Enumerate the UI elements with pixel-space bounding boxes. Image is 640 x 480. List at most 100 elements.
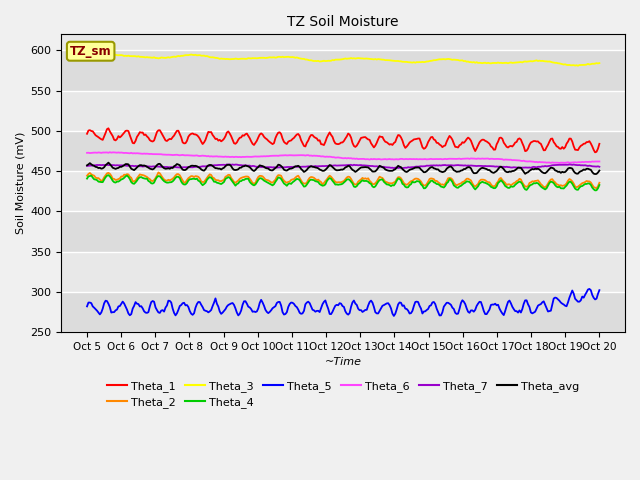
Theta_6 — [255, 154, 262, 159]
Theta_2 — [237, 175, 245, 181]
Theta_6 — [147, 151, 155, 157]
Theta_2 — [568, 179, 576, 184]
Theta_3 — [568, 62, 576, 68]
Theta_1 — [237, 134, 245, 140]
Theta_5 — [596, 288, 604, 293]
Bar — [61, 211, 625, 252]
Theta_2 — [263, 177, 271, 183]
Theta_5 — [262, 307, 269, 312]
Theta_6 — [596, 158, 604, 164]
Y-axis label: Soil Moisture (mV): Soil Moisture (mV) — [15, 132, 25, 234]
Theta_2 — [146, 176, 154, 182]
Theta_5 — [586, 286, 593, 292]
Theta_1 — [596, 141, 604, 147]
Theta_1 — [83, 131, 91, 137]
Theta_5 — [146, 304, 154, 310]
Theta_1 — [255, 134, 262, 140]
Title: TZ Soil Moisture: TZ Soil Moisture — [287, 15, 399, 29]
Theta_3 — [147, 55, 155, 60]
Line: Theta_3: Theta_3 — [87, 54, 600, 66]
Theta_4 — [147, 180, 155, 186]
Theta_5 — [307, 303, 315, 309]
Theta_avg — [237, 165, 245, 170]
Theta_4 — [568, 181, 576, 187]
Theta_avg — [263, 166, 271, 171]
Theta_avg — [104, 160, 112, 166]
Theta_1 — [568, 139, 576, 144]
Theta_7 — [223, 161, 231, 167]
Theta_2 — [83, 173, 91, 179]
Theta_4 — [308, 177, 316, 183]
Theta_7 — [237, 162, 245, 168]
Theta_4 — [83, 176, 91, 181]
Theta_avg — [83, 162, 91, 168]
Theta_4 — [591, 188, 599, 193]
Theta_7 — [308, 164, 316, 169]
Text: TZ_sm: TZ_sm — [70, 45, 111, 58]
Theta_3 — [574, 63, 582, 69]
Theta_5 — [236, 311, 244, 317]
Theta_3 — [92, 51, 99, 57]
Theta_4 — [596, 182, 604, 188]
Line: Theta_avg: Theta_avg — [87, 163, 600, 174]
Theta_7 — [146, 164, 154, 169]
Theta_1 — [263, 136, 271, 142]
X-axis label: ~Time: ~Time — [324, 357, 362, 367]
Line: Theta_6: Theta_6 — [87, 152, 600, 163]
Line: Theta_2: Theta_2 — [87, 172, 600, 188]
Theta_2 — [596, 180, 604, 186]
Theta_2 — [593, 185, 600, 191]
Theta_3 — [255, 55, 262, 61]
Theta_4 — [263, 180, 271, 185]
Theta_7 — [596, 164, 604, 169]
Line: Theta_5: Theta_5 — [87, 289, 600, 316]
Theta_7 — [83, 163, 91, 169]
Theta_6 — [106, 149, 114, 155]
Theta_2 — [255, 174, 262, 180]
Theta_1 — [591, 149, 599, 155]
Theta_avg — [308, 164, 316, 169]
Line: Theta_4: Theta_4 — [87, 175, 600, 191]
Theta_3 — [308, 58, 316, 64]
Theta_7 — [255, 164, 262, 169]
Bar — [61, 91, 625, 131]
Theta_avg — [591, 171, 599, 177]
Theta_5 — [83, 303, 91, 309]
Line: Theta_7: Theta_7 — [87, 164, 600, 168]
Theta_1 — [147, 138, 155, 144]
Bar — [61, 292, 625, 332]
Theta_avg — [255, 164, 262, 170]
Theta_7 — [390, 165, 397, 171]
Theta_6 — [570, 159, 577, 165]
Theta_avg — [596, 168, 604, 173]
Theta_2 — [308, 174, 316, 180]
Theta_5 — [568, 288, 576, 293]
Bar — [61, 131, 625, 171]
Theta_4 — [237, 178, 245, 184]
Theta_3 — [596, 60, 604, 66]
Theta_6 — [308, 153, 316, 159]
Theta_7 — [570, 162, 577, 168]
Theta_5 — [253, 309, 260, 314]
Theta_5 — [390, 313, 397, 319]
Bar — [61, 252, 625, 292]
Theta_6 — [83, 150, 91, 156]
Theta_avg — [147, 166, 155, 172]
Theta_6 — [556, 160, 563, 166]
Theta_6 — [263, 153, 271, 159]
Theta_avg — [568, 166, 576, 171]
Theta_2 — [154, 169, 162, 175]
Theta_7 — [263, 164, 271, 170]
Theta_3 — [237, 56, 245, 61]
Legend: Theta_1, Theta_2, Theta_3, Theta_4, Theta_5, Theta_6, Theta_7, Theta_avg: Theta_1, Theta_2, Theta_3, Theta_4, Thet… — [102, 376, 584, 412]
Theta_3 — [263, 55, 271, 61]
Theta_1 — [104, 125, 112, 131]
Line: Theta_1: Theta_1 — [87, 128, 600, 152]
Theta_1 — [308, 132, 316, 138]
Theta_3 — [83, 52, 91, 58]
Bar — [61, 50, 625, 91]
Theta_4 — [255, 177, 262, 183]
Bar — [61, 171, 625, 211]
Theta_4 — [104, 172, 112, 178]
Theta_6 — [237, 154, 245, 160]
